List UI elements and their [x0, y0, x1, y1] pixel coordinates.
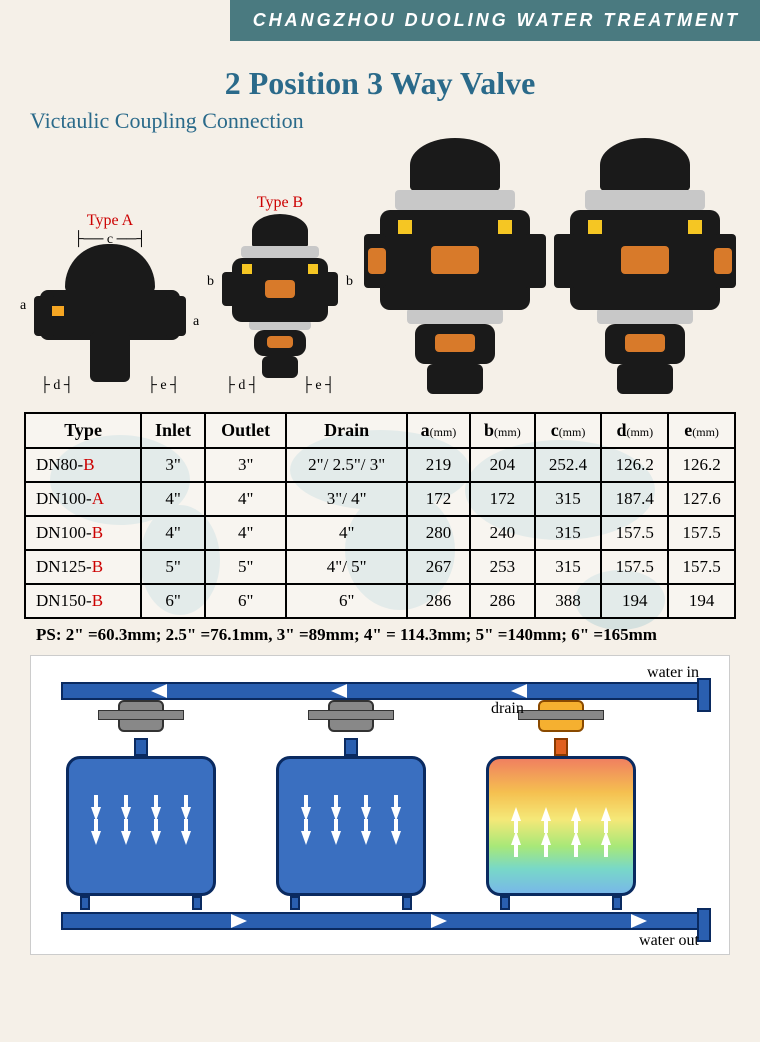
product-title: 2 Position 3 Way Valve: [0, 65, 760, 102]
type-a-label: Type A: [87, 212, 133, 230]
tank-unit-2: [261, 700, 441, 910]
product-type-b: Type B b a b ├ d ┤├ e ┤: [205, 194, 355, 394]
label-water-in: water in: [647, 664, 699, 682]
pipe-water-out: [61, 912, 711, 930]
valve-type-b-image: b a b: [225, 214, 335, 378]
product-type-a: Type A ├── c ──┤ a ├ d ┤├ e ┤: [25, 212, 195, 394]
col-a: a(mm): [407, 413, 470, 448]
tank-unit-1: [51, 700, 231, 910]
col-c: c(mm): [535, 413, 602, 448]
table-row: DN100-B4"4"4"280240315157.5157.5: [25, 516, 735, 550]
product-images-row: Type A ├── c ──┤ a ├ d ┤├ e ┤ Type B: [0, 138, 760, 402]
table-header-row: Type Inlet Outlet Drain a(mm) b(mm) c(mm…: [25, 413, 735, 448]
spec-table: Type Inlet Outlet Drain a(mm) b(mm) c(mm…: [24, 412, 736, 619]
dims-de-b: ├ d ┤├ e ┤: [225, 378, 335, 394]
dim-b2-label: b: [346, 274, 353, 290]
col-b: b(mm): [470, 413, 535, 448]
tank-unit-3-backwash: [471, 700, 651, 910]
table-row: DN100-A4"4"3"/ 4"172172315187.4127.6: [25, 482, 735, 516]
col-inlet: Inlet: [141, 413, 205, 448]
flow-diagram: water in drain water out: [30, 655, 730, 955]
product-large-2: [555, 138, 735, 394]
label-drain: drain: [491, 700, 524, 718]
valve-large-2-image: [565, 138, 725, 394]
table-row: DN150-B6"6"6"286286388194194: [25, 584, 735, 618]
connection-subtitle: Victaulic Coupling Connection: [30, 108, 760, 134]
dim-b-label: b: [207, 274, 214, 290]
table-row: DN125-B5"5"4"/ 5"267253315157.5157.5: [25, 550, 735, 584]
dim-a-label: a: [20, 298, 26, 314]
ps-note: PS: 2" =60.3mm; 2.5" =76.1mm, 3" =89mm; …: [36, 625, 730, 645]
product-large-1: [365, 138, 545, 394]
label-water-out: water out: [639, 932, 699, 950]
valve-type-a-image: a: [40, 248, 180, 378]
valve-large-1-image: [375, 138, 535, 394]
col-outlet: Outlet: [205, 413, 287, 448]
table-row: DN80-B3"3"2"/ 2.5"/ 3"219204252.4126.212…: [25, 448, 735, 482]
col-type: Type: [25, 413, 141, 448]
col-drain: Drain: [286, 413, 406, 448]
col-e: e(mm): [668, 413, 735, 448]
company-header: CHANGZHOU DUOLING WATER TREATMENT: [230, 0, 760, 41]
col-d: d(mm): [601, 413, 668, 448]
dim-a2-label: a: [193, 314, 199, 330]
type-b-label: Type B: [257, 194, 303, 212]
